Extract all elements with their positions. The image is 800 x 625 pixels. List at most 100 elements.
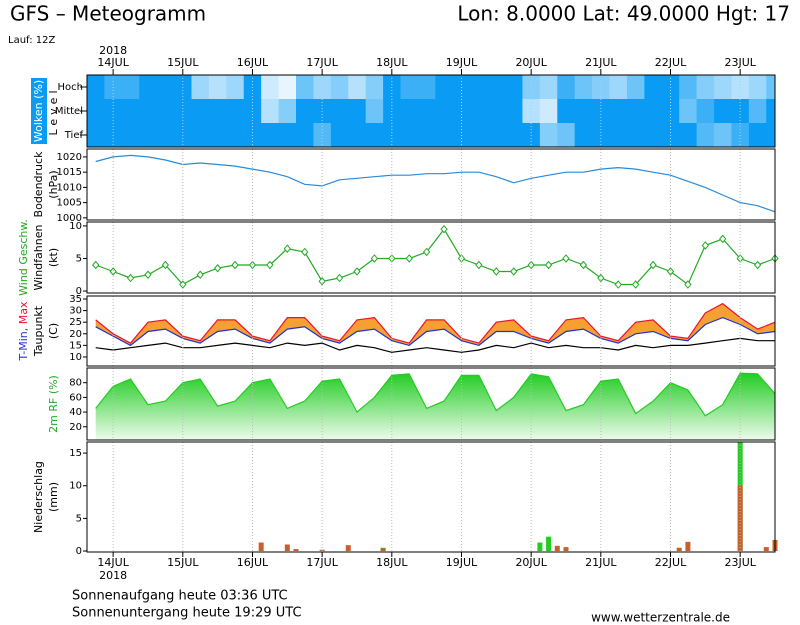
x-tick-label: 21JUL <box>585 56 617 69</box>
panel-frame <box>86 148 776 221</box>
wind-marker <box>666 267 675 276</box>
cloud-cell <box>574 123 593 148</box>
y-tick-label: 0 <box>76 286 82 297</box>
cloud-cell <box>679 99 698 124</box>
cloud-cell <box>539 123 558 148</box>
cloud-cell <box>505 99 523 124</box>
y-tick-label: 40 <box>69 407 82 418</box>
x-tick-label: 15JUL <box>167 56 199 69</box>
cloud-cell <box>156 123 175 148</box>
cloud-cell <box>679 123 698 148</box>
x-tick-label: 20JUL <box>515 556 547 569</box>
location: Lon: 8.0000 Lat: 49.0000 Hgt: 17 <box>457 2 790 26</box>
x-tick-label: 15JUL <box>167 556 199 569</box>
panel-label: Level <box>47 86 60 135</box>
series-line <box>95 316 776 347</box>
cloud-cell <box>191 75 210 100</box>
wind-marker <box>92 260 100 270</box>
cloud-cell <box>208 99 227 124</box>
wind-marker <box>701 241 709 250</box>
precip-bar <box>554 545 560 552</box>
y-tick-label: 60 <box>69 392 82 403</box>
wind-marker <box>544 260 553 270</box>
cloud-cell <box>539 75 558 100</box>
precip-bar <box>563 547 569 552</box>
wind-marker <box>301 247 309 257</box>
panel-frame <box>86 74 776 148</box>
y-tick-label: 5 <box>76 513 82 524</box>
cloud-cell <box>696 75 715 100</box>
cloud-cell <box>261 75 280 100</box>
panel-label: (hPa) <box>47 170 60 198</box>
grid <box>112 368 741 440</box>
cloud-cell <box>557 99 576 124</box>
x-tick-label: 22JUL <box>655 556 687 569</box>
x-tick-label: 18JUL <box>376 56 408 69</box>
panel-label: Bodendruck <box>32 151 45 218</box>
x-tick-label: 14JUL <box>97 556 129 569</box>
wind-marker <box>335 273 344 283</box>
cloud-cell <box>539 99 558 124</box>
cloud-cell <box>400 99 419 124</box>
panel-label: Windfahnen <box>32 225 45 291</box>
panel-label: Niederschlag <box>32 461 45 533</box>
cloud-cell <box>87 75 105 100</box>
panel-frame <box>86 221 776 294</box>
series-line <box>95 302 776 344</box>
wind-marker <box>684 280 692 289</box>
cloud-cell <box>226 123 245 148</box>
cloud-cell <box>417 75 436 100</box>
x-tick-label: 20JUL <box>515 56 547 69</box>
cloud-cell <box>487 75 506 100</box>
y-tick-label: 20 <box>69 329 82 340</box>
y-tick-label: 10 <box>69 352 82 363</box>
cloud-cell <box>87 99 105 124</box>
wind-marker <box>649 260 657 270</box>
wind-marker <box>161 260 170 270</box>
cloud-cell <box>87 123 105 148</box>
cloud-cell <box>714 123 732 148</box>
grid <box>112 75 741 147</box>
panel-label: (kt) <box>47 248 60 267</box>
cloud-cell <box>626 75 645 100</box>
precip-bar <box>345 545 351 552</box>
sunrise: Sonnenaufgang heute 03:36 UTC <box>72 589 288 604</box>
y-tick-label: 5 <box>76 253 82 264</box>
cloud-cell <box>644 75 663 100</box>
precip-bar <box>546 536 552 552</box>
wind-marker <box>631 280 640 289</box>
cloud-cell <box>417 99 436 124</box>
panel-background <box>87 149 775 220</box>
panel-frame <box>86 295 776 367</box>
y-tick-label: 80 <box>69 378 82 389</box>
year-label: 2018 <box>99 44 127 57</box>
cloud-cell <box>487 99 506 124</box>
cloud-cell <box>696 123 715 148</box>
y-tick-label: 1005 <box>57 198 82 209</box>
level-label: Hoch <box>58 82 83 93</box>
source: www.wetterzentrale.de <box>591 611 730 625</box>
precip-bar <box>258 542 264 552</box>
cloud-cell <box>470 75 489 100</box>
wind-marker <box>370 254 379 263</box>
cloud-cell <box>400 75 419 100</box>
precip-bar <box>763 547 769 552</box>
year-label: 2018 <box>99 569 127 582</box>
wind-marker <box>597 273 605 283</box>
cloud-cell <box>766 99 776 124</box>
cloud-cell <box>574 75 593 100</box>
wind-marker <box>440 224 448 234</box>
cloud-cell <box>470 123 489 148</box>
cloud-cell <box>296 75 314 100</box>
x-tick-label: 22JUL <box>655 56 687 69</box>
level-label: Mittel <box>55 106 83 117</box>
wind-marker <box>614 280 622 289</box>
panel-frame <box>86 441 776 553</box>
panel-background <box>87 442 775 552</box>
x-tick-label: 17JUL <box>306 556 338 569</box>
temperature-band <box>95 303 775 346</box>
sunset: Sonnenuntergang heute 19:29 UTC <box>72 606 302 621</box>
precip-bar <box>537 542 543 552</box>
x-tick-label: 17JUL <box>306 56 338 69</box>
wind-marker <box>196 270 204 280</box>
